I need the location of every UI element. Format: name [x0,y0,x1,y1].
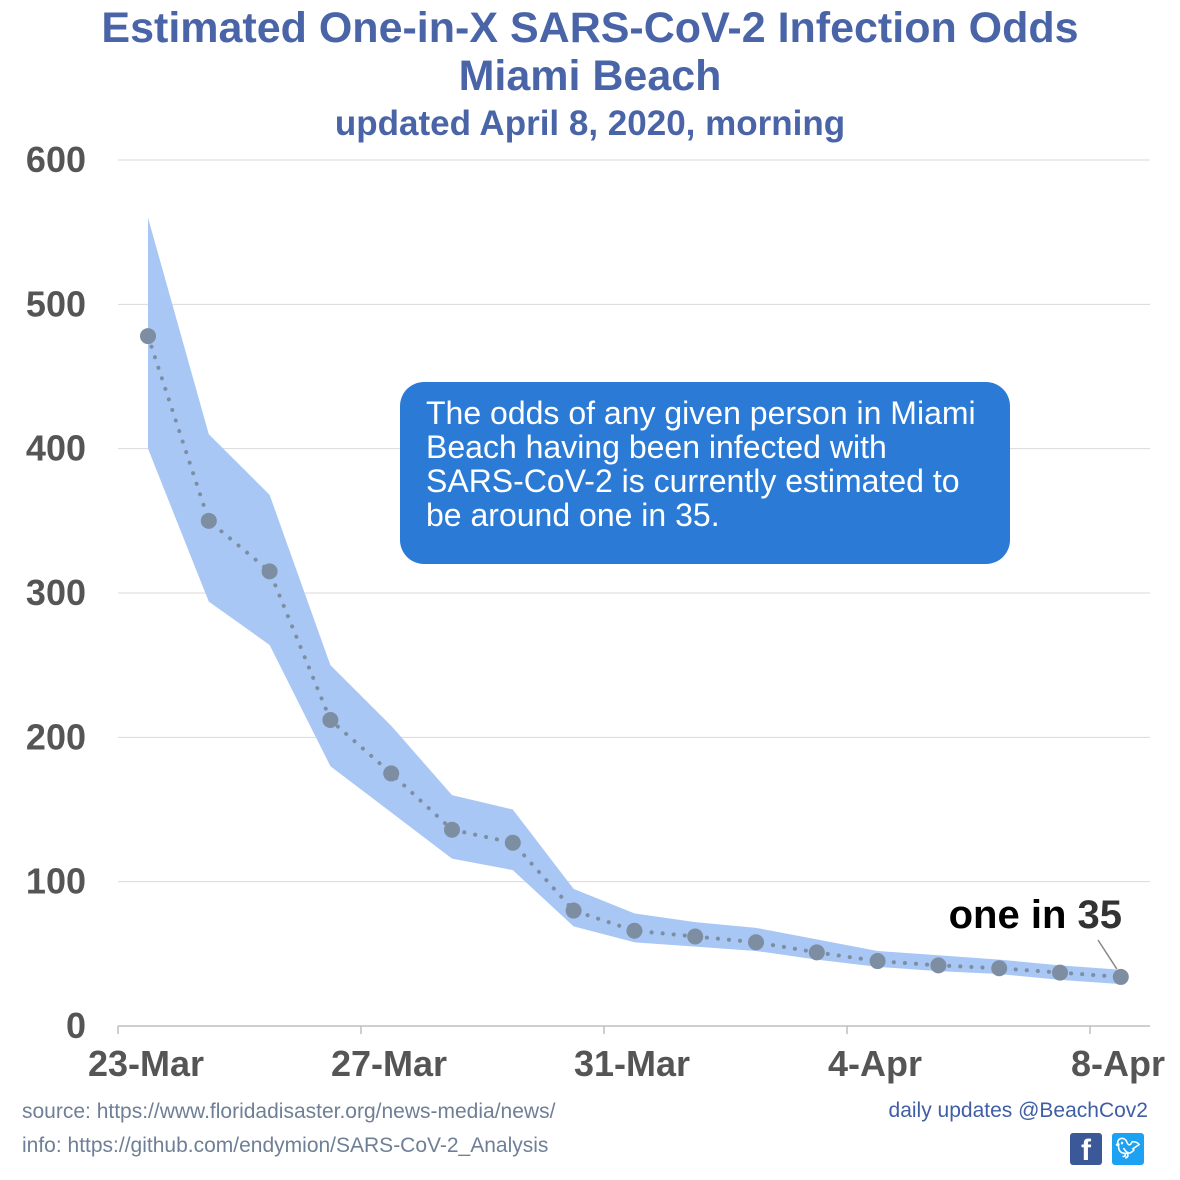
facebook-icon[interactable]: f [1070,1133,1102,1167]
twitter-icon[interactable]: 🐦︎ [1112,1133,1144,1165]
series-line [146,334,1123,979]
data-point [504,834,521,851]
y-tick-label: 100 [26,861,86,902]
x-tick-label: 23-Mar [88,1043,204,1084]
data-point [808,944,825,961]
data-point [383,765,400,782]
data-point [322,712,339,729]
annotation-value: 35 [1078,893,1123,937]
data-point [1052,964,1068,981]
source-note: source: https://www.floridadisaster.org/… [22,1100,556,1123]
annotation-prefix: one in [949,893,1078,937]
chart-subtitle: updated April 8, 2020, morning [334,104,846,143]
data-point [565,902,582,919]
info-note: info: https://github.com/endymion/SARS-C… [22,1134,549,1157]
y-tick-label: 200 [26,716,86,757]
confidence-band [148,217,1121,985]
chart-title-location: Miami Beach [458,52,722,100]
data-point [687,928,704,945]
x-tick-label: 27-Mar [331,1043,447,1084]
annotation-leader [1097,939,1118,970]
data-point [261,563,278,580]
summary-callout: The odds of any given person in Miami Be… [400,382,1010,564]
data-point [444,821,460,838]
y-tick-label: 600 [26,139,86,180]
data-point [626,922,643,939]
data-point [930,957,947,974]
y-tick-label: 500 [26,283,86,324]
data-point [200,512,217,529]
annotation-label: one in 35 [949,893,1122,937]
data-point [748,934,764,951]
y-tick-label: 300 [26,572,86,613]
x-tick-label: 31-Mar [574,1043,690,1084]
x-tick-label: 8-Apr [1071,1043,1165,1084]
y-tick-label: 0 [66,1005,86,1046]
data-point [1112,968,1129,985]
y-tick-label: 400 [26,428,86,469]
chart-title: Estimated One-in-X SARS-CoV-2 Infection … [101,4,1079,52]
data-point [869,953,886,970]
x-tick-label: 4-Apr [828,1043,922,1084]
data-point [991,960,1008,977]
data-point [140,328,156,345]
daily-updates-note: daily updates @BeachCov2 [888,1099,1148,1122]
